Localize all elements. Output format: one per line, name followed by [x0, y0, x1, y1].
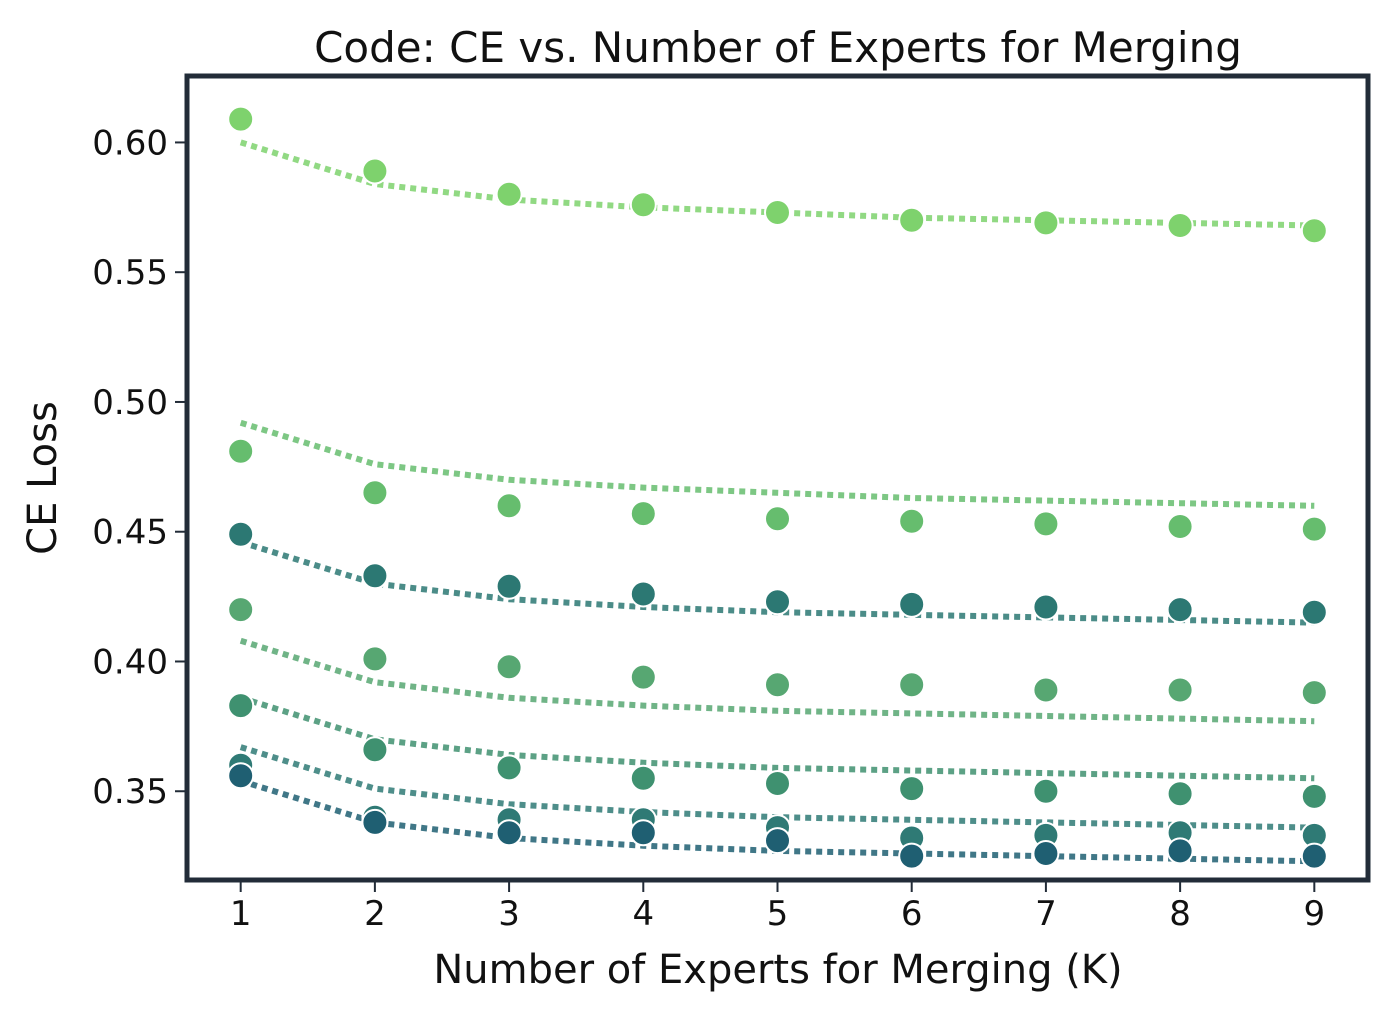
data-point-s5-k8 [1166, 780, 1194, 808]
data-point-s5-k4 [629, 764, 657, 792]
y-tick-label: 0.55 [92, 253, 168, 293]
x-tick-label: 8 [1169, 894, 1191, 934]
data-point-s3-k3 [495, 572, 523, 600]
data-point-s2-k3 [495, 492, 523, 520]
data-point-s4-k9 [1300, 679, 1328, 707]
y-tick-label: 0.40 [92, 642, 168, 682]
data-point-s1-k8 [1166, 212, 1194, 239]
x-tick-label: 1 [230, 894, 252, 934]
data-point-s7-k9 [1300, 842, 1328, 870]
data-point-s7-k3 [495, 819, 523, 847]
data-point-s1-k2 [361, 157, 389, 185]
data-point-s7-k6 [898, 842, 926, 870]
data-point-s5-k7 [1032, 777, 1060, 805]
data-point-s2-k1 [227, 437, 255, 465]
x-axis: 1 2 3 4 5 6 7 8 9 [230, 882, 1325, 934]
data-point-s5-k3 [495, 754, 523, 782]
y-axis-label: CE Loss [20, 401, 66, 555]
data-point-s5-k1 [227, 692, 255, 720]
data-point-s5-k2 [361, 736, 389, 764]
x-tick-label: 7 [1035, 894, 1057, 934]
data-point-s1-k7 [1032, 209, 1060, 237]
plot-frame [184, 73, 1371, 883]
data-point-s4-k2 [361, 645, 389, 673]
data-point-s7-k4 [629, 819, 657, 847]
y-tick-label: 0.35 [92, 772, 168, 812]
x-tick-label: 3 [498, 894, 520, 934]
data-point-s4-k3 [495, 653, 523, 681]
data-point-s3-k2 [361, 562, 389, 590]
x-tick-label: 4 [632, 894, 654, 934]
data-point-s7-k7 [1032, 840, 1060, 867]
data-points [227, 105, 1328, 870]
data-point-s4-k4 [629, 663, 657, 691]
data-point-s1-k5 [764, 199, 791, 226]
y-tick-label: 0.45 [92, 513, 168, 553]
data-point-s7-k1 [227, 762, 255, 790]
fit-line-2 [239, 419, 1315, 509]
data-point-s5-k9 [1300, 782, 1328, 810]
fit-lines [239, 139, 1315, 865]
data-point-s2-k7 [1032, 510, 1060, 538]
data-point-s4-k5 [764, 671, 791, 699]
data-point-s7-k5 [764, 827, 791, 855]
data-point-s3-k6 [898, 590, 926, 618]
data-point-s1-k4 [629, 191, 657, 219]
x-axis-label: Number of Experts for Merging (K) [433, 947, 1122, 993]
data-point-s4-k1 [227, 596, 255, 624]
data-point-s3-k8 [1166, 596, 1194, 624]
data-point-s5-k6 [898, 775, 926, 803]
data-point-s2-k4 [629, 500, 657, 528]
data-point-s1-k1 [227, 105, 255, 133]
data-point-s2-k2 [361, 479, 389, 507]
y-axis: 0.35 0.40 0.45 0.50 0.55 0.60 [92, 123, 185, 812]
data-point-s3-k5 [764, 588, 791, 616]
fit-line-5 [239, 694, 1315, 782]
data-point-s1-k3 [495, 180, 523, 208]
x-tick-label: 5 [767, 894, 789, 934]
data-point-s2-k6 [898, 507, 926, 535]
data-point-s7-k8 [1166, 837, 1194, 865]
chart-title: Code: CE vs. Number of Experts for Mergi… [314, 23, 1242, 72]
data-point-s4-k8 [1166, 676, 1194, 704]
x-tick-label: 6 [901, 894, 923, 934]
data-point-s4-k6 [898, 671, 926, 699]
data-point-s3-k4 [629, 580, 657, 608]
data-point-s2-k8 [1166, 513, 1194, 540]
y-tick-label: 0.60 [92, 123, 168, 163]
data-point-s2-k5 [764, 505, 791, 533]
data-point-s1-k9 [1300, 217, 1328, 245]
data-point-s1-k6 [898, 206, 926, 234]
y-tick-label: 0.50 [92, 383, 168, 423]
data-point-s3-k1 [227, 520, 255, 548]
x-tick-label: 2 [364, 894, 386, 934]
fit-line-4 [239, 637, 1315, 725]
data-point-s4-k7 [1032, 676, 1060, 704]
data-point-s2-k9 [1300, 515, 1328, 543]
data-point-s5-k5 [764, 770, 791, 797]
data-point-s7-k2 [361, 808, 389, 836]
data-point-s3-k9 [1300, 598, 1328, 626]
x-tick-label: 9 [1303, 894, 1325, 934]
data-point-s3-k7 [1032, 593, 1060, 621]
